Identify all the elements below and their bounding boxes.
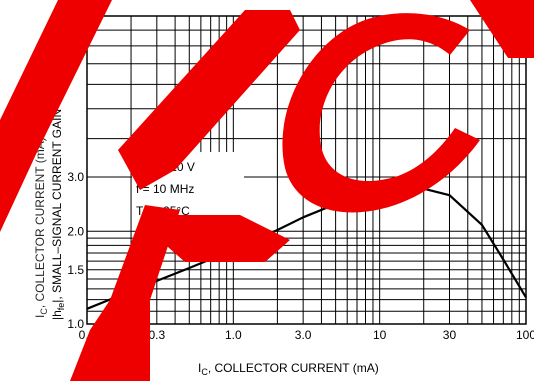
y-tick-label: 2.0 bbox=[67, 224, 84, 238]
watermark-stroke-f-top bbox=[118, 10, 300, 190]
watermark-stroke-f-vertical bbox=[70, 205, 180, 381]
y-tick-label: 1.0 bbox=[67, 317, 84, 331]
x-tick-label: 0.3 bbox=[148, 328, 165, 342]
y-axis-title-obscured: IC, COLLECTOR CURRENT (mA) bbox=[33, 137, 49, 318]
x-tick-label: 100 bbox=[516, 328, 534, 342]
watermark-stroke-f-middle bbox=[150, 215, 290, 262]
watermark-stroke-left-diagonal bbox=[0, 0, 112, 232]
x-axis-title: IC, COLLECTOR CURRENT (mA) bbox=[198, 361, 379, 377]
y-tick-label: 3.0 bbox=[67, 170, 84, 184]
plot-frame bbox=[86, 15, 527, 325]
y-tick-label: 1.5 bbox=[67, 263, 84, 277]
watermark-stroke-right-diagonal bbox=[470, 0, 534, 58]
watermark-stroke-c-arc bbox=[282, 13, 480, 213]
annotation-frequency: f = 10 MHz bbox=[136, 182, 194, 196]
x-tick-label: 30 bbox=[443, 328, 457, 342]
x-tick-label: 1.0 bbox=[225, 328, 242, 342]
x-tick-label: 10 bbox=[373, 328, 387, 342]
y-axis-title: |hfe|, SMALL–SIGNAL CURRENT GAIN bbox=[50, 109, 66, 320]
x-tick-label: 3.0 bbox=[295, 328, 312, 342]
